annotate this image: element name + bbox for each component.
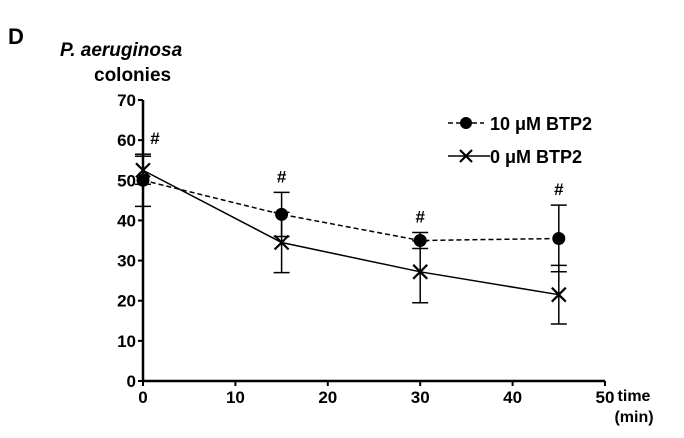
y-axis-label-line1: P. aeruginosa bbox=[60, 40, 183, 61]
legend: 10 μM BTP2 0 μM BTP2 bbox=[448, 114, 592, 167]
legend-entry-btp2-0: 0 μM BTP2 bbox=[448, 147, 582, 167]
y-tick-label: 30 bbox=[117, 252, 136, 271]
data-point-x bbox=[412, 264, 428, 280]
series-line-1 bbox=[142, 169, 559, 296]
significance-markers: # # # # bbox=[150, 129, 564, 226]
y-tick-label: 60 bbox=[117, 131, 136, 150]
legend-label-btp2-10: 10 μM BTP2 bbox=[490, 114, 592, 134]
significance-marker: # bbox=[277, 167, 287, 186]
y-tick-label: 50 bbox=[117, 171, 136, 190]
data-point-circle bbox=[552, 231, 566, 245]
x-axis-label-line1: time bbox=[618, 388, 651, 405]
panel-label: D bbox=[8, 24, 24, 49]
x-tick-label: 20 bbox=[318, 388, 337, 407]
significance-marker: # bbox=[150, 129, 160, 148]
legend-label-btp2-0: 0 μM BTP2 bbox=[490, 147, 582, 167]
x-tick-label: 40 bbox=[503, 388, 522, 407]
significance-marker: # bbox=[554, 180, 564, 199]
x-tick-label: 10 bbox=[226, 388, 245, 407]
legend-marker-x bbox=[459, 149, 473, 163]
y-tick-label: 20 bbox=[117, 292, 136, 311]
x-tick-label: 0 bbox=[138, 388, 147, 407]
y-tick-label: 70 bbox=[117, 91, 136, 110]
legend-marker-circle bbox=[460, 117, 472, 129]
y-tick-label: 40 bbox=[117, 211, 136, 230]
y-ticks: 0 10 20 30 40 50 60 70 bbox=[117, 91, 143, 391]
y-tick-label: 0 bbox=[127, 372, 136, 391]
y-axis-label-line2: colonies bbox=[94, 65, 171, 86]
data-point-x bbox=[551, 286, 567, 303]
plot-area bbox=[135, 153, 567, 325]
x-tick-label: 50 bbox=[596, 388, 615, 407]
y-tick-label: 10 bbox=[117, 332, 136, 351]
significance-marker: # bbox=[415, 207, 425, 226]
x-axis-label-line2: (min) bbox=[614, 409, 653, 426]
data-point-x bbox=[273, 234, 290, 251]
x-tick-label: 30 bbox=[411, 388, 430, 407]
series-line-0 bbox=[142, 179, 559, 242]
x-ticks: 0 10 20 30 40 50 bbox=[138, 381, 614, 407]
data-point-x bbox=[135, 162, 151, 179]
legend-entry-btp2-10: 10 μM BTP2 bbox=[448, 114, 592, 134]
